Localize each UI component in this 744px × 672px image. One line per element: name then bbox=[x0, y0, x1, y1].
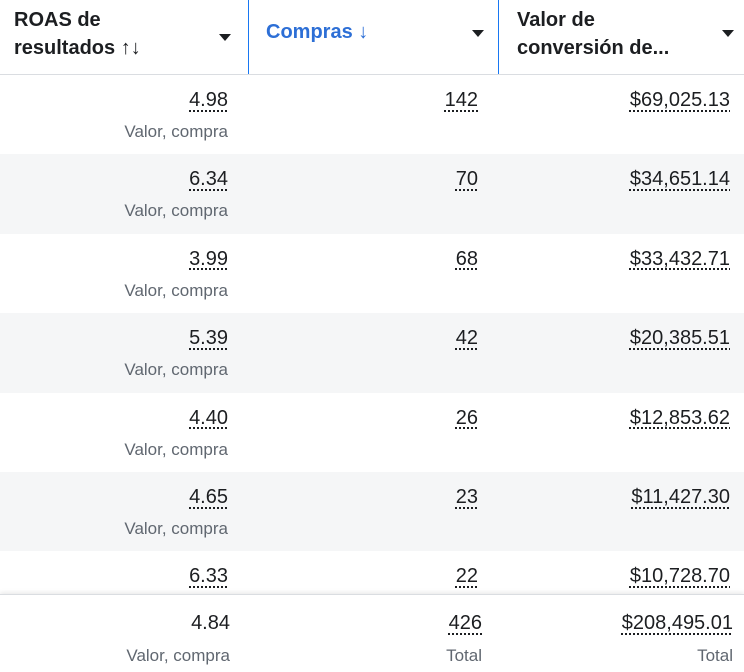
footer-purchases-note: Total bbox=[446, 646, 482, 665]
column-header[interactable]: conversión de... bbox=[517, 37, 670, 59]
roas-note: Valor, compra bbox=[124, 360, 228, 380]
purchases-value[interactable]: 142 bbox=[444, 89, 478, 111]
purchases-value[interactable]: 23 bbox=[455, 486, 478, 508]
sorted-column-highlight bbox=[248, 0, 499, 74]
header-bar bbox=[0, 0, 744, 75]
roas-value[interactable]: 4.65 bbox=[189, 486, 228, 508]
dropdown-caret[interactable] bbox=[219, 34, 231, 41]
roas-note: Valor, compra bbox=[124, 201, 228, 221]
roas-note: Valor, compra bbox=[124, 519, 228, 538]
conversion-value[interactable]: $69,025.13 bbox=[629, 89, 730, 111]
roas-note: Valor, compra bbox=[124, 439, 228, 459]
dropdown-caret[interactable] bbox=[472, 30, 484, 37]
purchases-value[interactable]: 68 bbox=[455, 247, 478, 270]
purchases-value[interactable]: 22 bbox=[455, 565, 478, 588]
footer-bar bbox=[0, 594, 744, 672]
footer-value[interactable]: $208,495.01 bbox=[621, 612, 733, 634]
conversion-value[interactable]: $12,853.62 bbox=[629, 406, 730, 429]
roas-value[interactable]: 4.98 bbox=[189, 89, 228, 111]
conversion-value[interactable]: $33,432.71 bbox=[629, 247, 730, 270]
column-header[interactable]: resultados ↑↓ bbox=[14, 37, 141, 59]
roas-note: Valor, compra bbox=[124, 122, 228, 141]
roas-value[interactable]: 6.34 bbox=[189, 168, 228, 191]
row-stripe bbox=[0, 154, 744, 234]
column-header[interactable]: ROAS de bbox=[14, 9, 101, 31]
footer-value-note: Total bbox=[697, 646, 733, 665]
column-header[interactable]: Compras ↓ bbox=[266, 21, 369, 43]
roas-value[interactable]: 5.39 bbox=[189, 327, 228, 350]
roas-value[interactable]: 6.33 bbox=[189, 565, 228, 588]
conversion-value[interactable]: $10,728.70 bbox=[629, 565, 730, 588]
row-stripe bbox=[0, 313, 744, 393]
conversion-value[interactable]: $34,651.14 bbox=[629, 168, 730, 191]
purchases-value[interactable]: 70 bbox=[455, 168, 478, 191]
roas-value[interactable]: 3.99 bbox=[189, 247, 228, 270]
purchases-value[interactable]: 26 bbox=[455, 406, 478, 429]
row-stripe bbox=[0, 472, 744, 552]
purchases-value[interactable]: 42 bbox=[455, 327, 478, 350]
footer-purchases[interactable]: 426 bbox=[448, 612, 482, 634]
roas-note: Valor, compra bbox=[124, 280, 228, 300]
footer-roas: 4.84 bbox=[191, 612, 230, 634]
conversion-value[interactable]: $11,427.30 bbox=[631, 486, 730, 508]
roas-value[interactable]: 4.40 bbox=[189, 406, 228, 429]
dropdown-caret[interactable] bbox=[722, 30, 734, 37]
column-header[interactable]: Valor de bbox=[517, 9, 595, 31]
conversion-value[interactable]: $20,385.51 bbox=[629, 327, 730, 350]
footer-roas-note: Valor, compra bbox=[126, 646, 230, 665]
